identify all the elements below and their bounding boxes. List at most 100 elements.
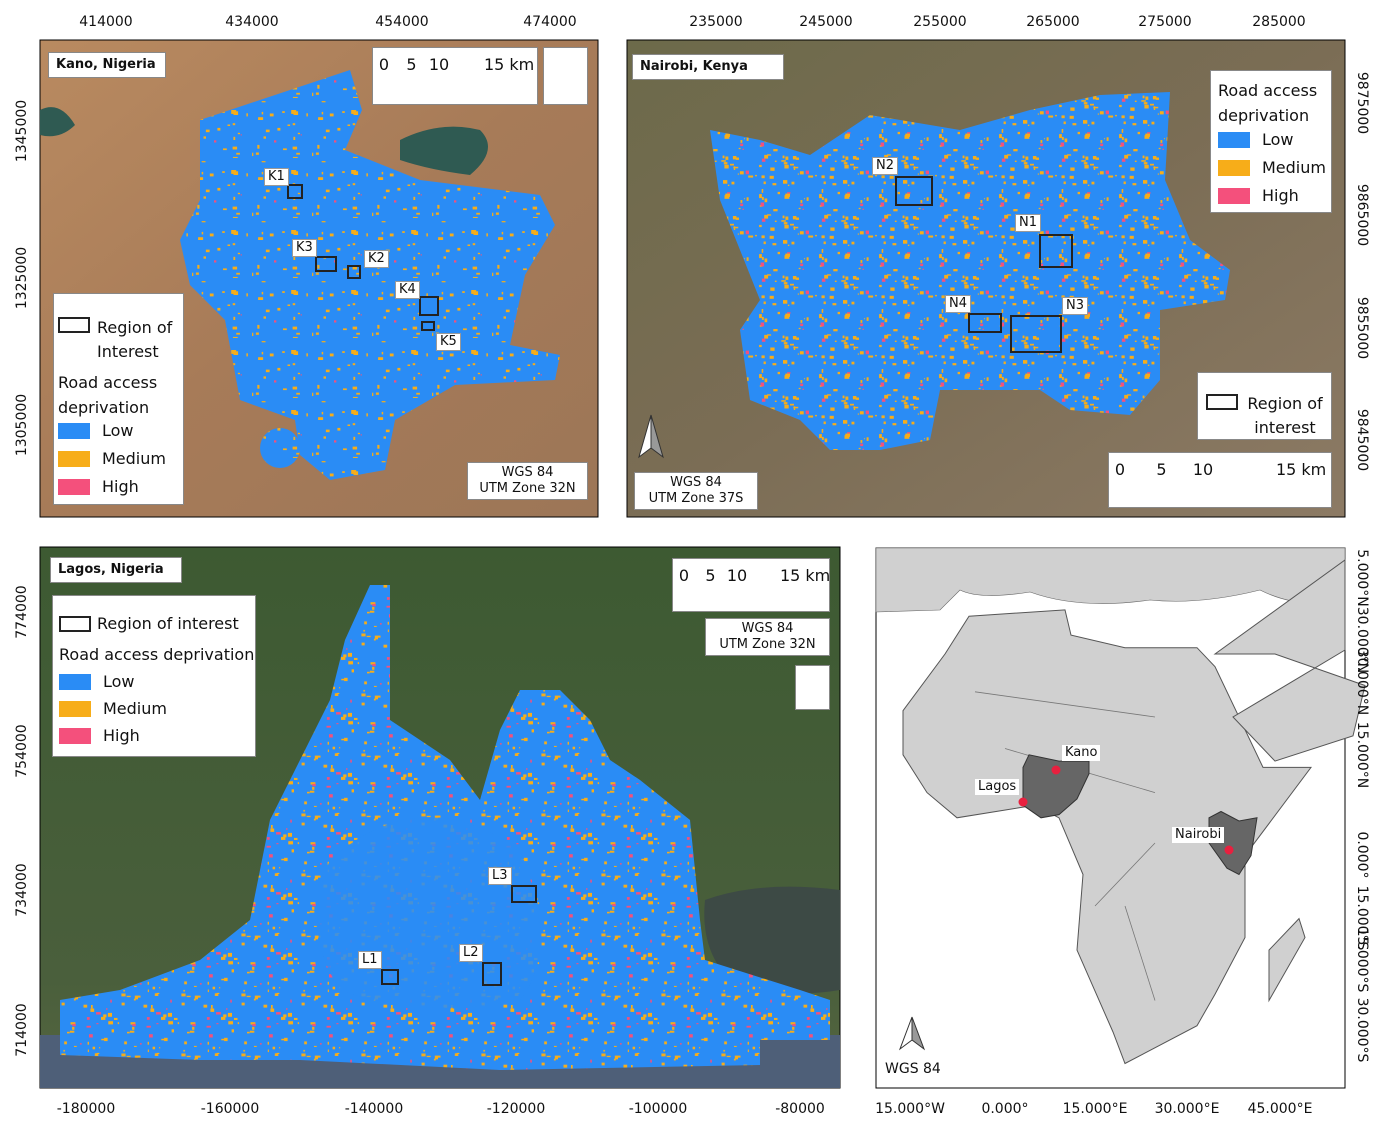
legend-label: High xyxy=(102,477,139,496)
region-of-interest xyxy=(419,296,439,316)
scale-label: 5 xyxy=(705,566,716,585)
border xyxy=(974,691,1156,718)
x-tick-label: -160000 xyxy=(200,1101,260,1117)
roi-label: N4 xyxy=(945,295,971,314)
city-label: Lagos xyxy=(975,779,1020,796)
crs-box xyxy=(634,472,758,510)
y-tick-label: 9865000 xyxy=(1354,183,1370,247)
legend-swatch xyxy=(1218,160,1250,176)
title-box xyxy=(50,557,182,583)
roi-label: K4 xyxy=(395,281,420,300)
crs-box xyxy=(705,618,830,656)
panel-title: Kano, Nigeria xyxy=(56,57,156,72)
crs-label: UTM Zone 32N xyxy=(479,481,576,496)
scale-label: 5 xyxy=(406,55,417,74)
north-arrow-right xyxy=(911,1016,926,1051)
legend-swatch xyxy=(59,701,91,717)
legend-title: Road access deprivation xyxy=(58,373,158,417)
x-tick-label: 454000 xyxy=(375,14,429,30)
city-point xyxy=(1051,765,1061,775)
scale-box xyxy=(1108,452,1332,508)
lagos-core xyxy=(317,817,540,1008)
x-tick-label: 265000 xyxy=(1026,14,1080,30)
region-of-interest xyxy=(381,969,399,985)
y-tick-label: 15.000°N xyxy=(1354,721,1370,789)
scale-box xyxy=(372,47,538,105)
legend-title: Road access deprivation xyxy=(1218,81,1318,125)
crs-label: UTM Zone 32N xyxy=(719,637,816,652)
city-point xyxy=(1224,845,1234,855)
scale-label: 0 xyxy=(678,566,690,585)
legend-swatch xyxy=(1218,132,1250,148)
crs-label: UTM Zone 37S xyxy=(648,491,744,506)
crs-label: WGS 84 xyxy=(741,621,794,636)
lagoon xyxy=(704,886,840,994)
city-point xyxy=(1018,797,1028,807)
roi-label: K2 xyxy=(364,250,389,269)
x-tick-label: -80000 xyxy=(775,1101,825,1117)
panel-title: Nairobi, Kenya xyxy=(640,59,748,74)
x-tick-label: 235000 xyxy=(689,14,743,30)
region-of-interest xyxy=(511,885,537,903)
legend-swatch xyxy=(58,479,90,495)
y-tick-label: 714000 xyxy=(14,1003,30,1057)
roi-label: N1 xyxy=(1015,214,1041,233)
x-tick-label: 414000 xyxy=(79,14,133,30)
title-box xyxy=(48,52,166,78)
region-of-interest xyxy=(1010,315,1062,353)
y-tick-label: 15.000°S xyxy=(1354,927,1370,993)
region-of-interest xyxy=(287,184,303,199)
legend-roi-label: Region of interest xyxy=(1247,394,1323,437)
y-tick-label: 774000 xyxy=(14,585,30,639)
panel-title: Lagos, Nigeria xyxy=(58,562,164,577)
y-tick-label: 0.000° xyxy=(1354,831,1370,879)
region-of-interest xyxy=(1039,234,1073,268)
city-label: Kano xyxy=(1062,745,1101,762)
legend-label: Medium xyxy=(102,449,166,468)
roi-label: N2 xyxy=(872,157,898,176)
region-of-interest xyxy=(895,176,933,206)
border xyxy=(1124,905,1156,1001)
x-tick-label: 0.000° xyxy=(981,1101,1029,1117)
arabia xyxy=(1213,559,1366,762)
x-tick-label: 255000 xyxy=(913,14,967,30)
x-tick-label: -120000 xyxy=(486,1101,546,1117)
legend-label: Medium xyxy=(103,699,167,718)
legend-roi-label: Region of interest xyxy=(97,614,239,633)
scale-label: 0 xyxy=(1114,460,1126,479)
legend-label: Medium xyxy=(1262,158,1326,177)
roi-label: K5 xyxy=(436,333,461,352)
x-tick-label: 434000 xyxy=(225,14,279,30)
legend-roi-swatch xyxy=(59,616,91,632)
y-tick-label: 30.000°S xyxy=(1354,997,1370,1063)
north-box xyxy=(795,665,830,710)
nairobi-coverage xyxy=(710,92,1230,450)
y-tick-label: 9845000 xyxy=(1354,408,1370,472)
scale-label: 10 xyxy=(726,566,748,585)
legend-label: High xyxy=(1262,186,1299,205)
scale-label: 10 xyxy=(1192,460,1214,479)
x-tick-label: -100000 xyxy=(628,1101,688,1117)
y-tick-label: 1305000 xyxy=(14,393,30,457)
x-tick-label: 30.000°E xyxy=(1154,1101,1220,1117)
north-arrow-right xyxy=(650,414,664,459)
x-tick-label: 275000 xyxy=(1138,14,1192,30)
nigeria xyxy=(1022,754,1090,819)
roi-label: K1 xyxy=(264,168,289,187)
roi-label: L1 xyxy=(358,951,382,970)
legend-label: Low xyxy=(102,421,134,440)
legend-swatch xyxy=(58,423,90,439)
region-of-interest xyxy=(968,313,1002,333)
reservoir xyxy=(40,107,488,175)
x-tick-label: 15.000°E xyxy=(1062,1101,1128,1117)
roi-label: L3 xyxy=(488,867,512,886)
madagascar xyxy=(1268,917,1306,1003)
africa-land xyxy=(902,609,1312,1065)
crs-label: WGS 84 xyxy=(885,1061,941,1077)
region-of-interest xyxy=(347,265,361,279)
x-tick-label: 15.000°W xyxy=(875,1101,945,1117)
legend-label: High xyxy=(103,726,140,745)
scale-label: 15 km xyxy=(1275,460,1327,479)
crs-label: WGS 84 xyxy=(501,465,554,480)
